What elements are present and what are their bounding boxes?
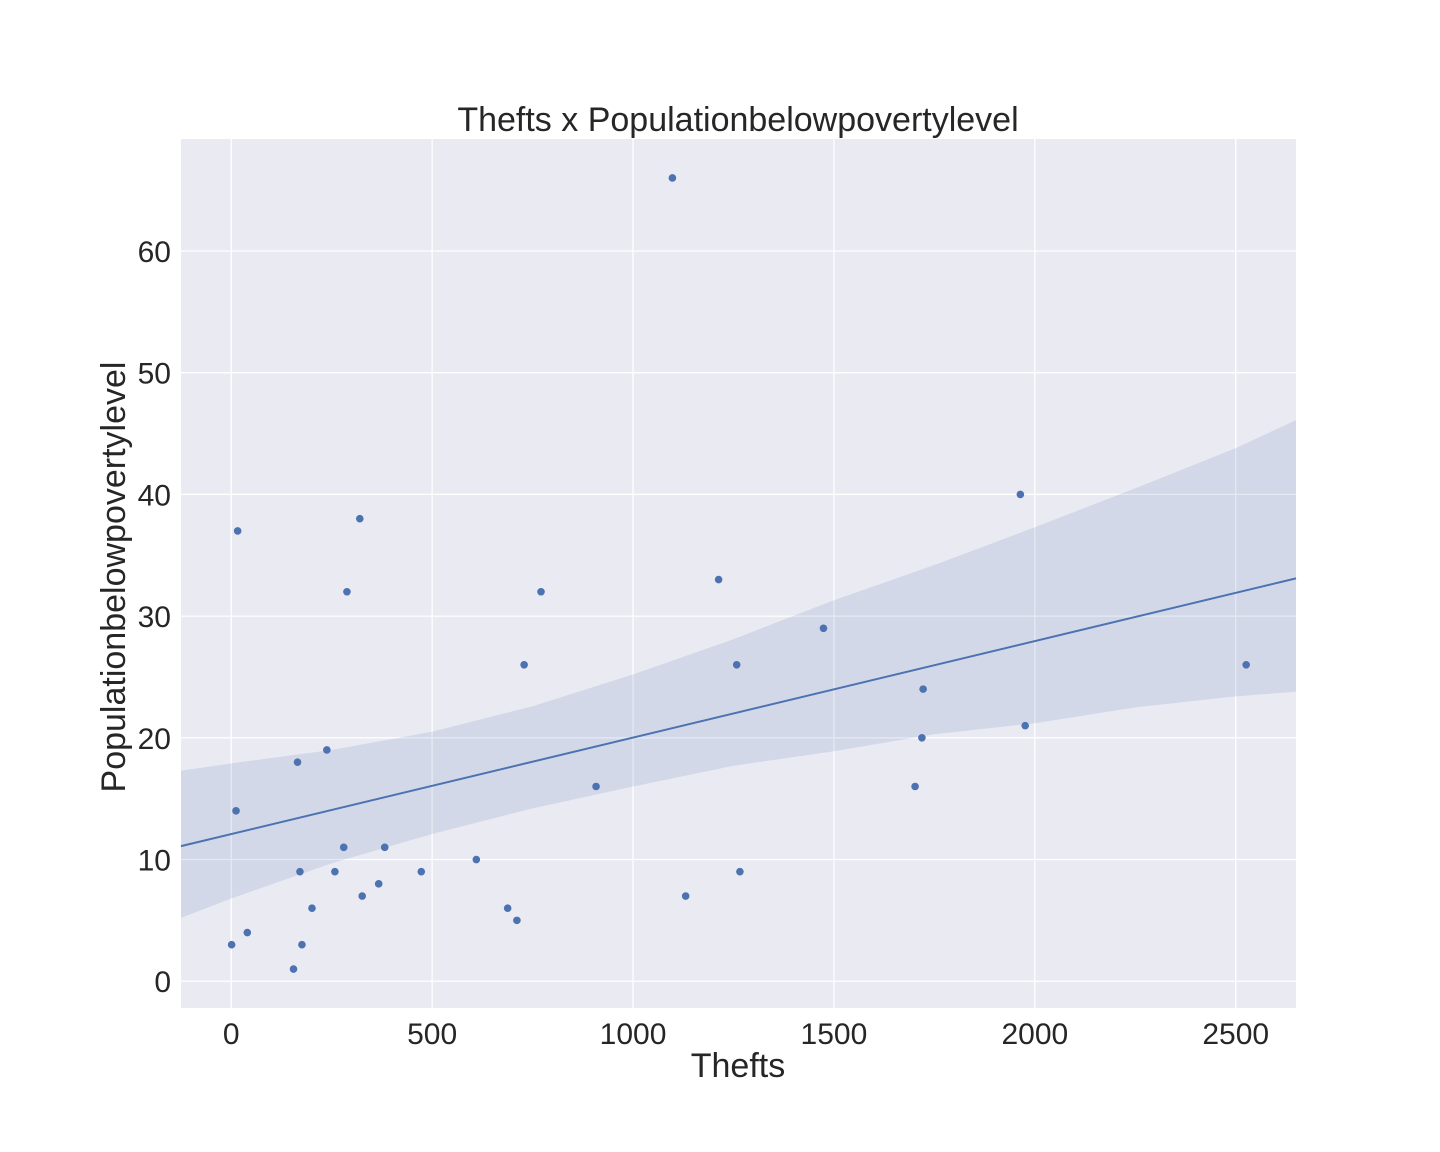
x-axis-label: Thefts [691,1047,785,1085]
scatter-point [227,940,236,949]
x-tick-label: 2500 [1202,1018,1269,1051]
y-tick-label: 60 [138,236,171,269]
scatter-point [736,867,744,876]
scatter-point [520,660,528,669]
scatter-point [293,758,302,766]
scatter-point [298,940,306,949]
regression-line [180,577,1297,848]
scatter-point [380,843,389,852]
scatter-point [343,587,351,596]
scatter-point [537,587,545,596]
scatter-point [289,965,298,973]
scatter-point [918,734,926,742]
plot-background [181,139,1296,1008]
x-tick-label: 0 [223,1018,240,1051]
y-tick-label: 50 [138,358,171,391]
scatter-point [1016,490,1025,499]
scatter-point [513,916,521,925]
y-tick-label: 20 [138,723,171,756]
y-tick-label: 30 [138,601,171,634]
scatter-point [1242,660,1250,669]
scatter-point [472,855,481,864]
scatter-point [339,843,348,852]
confidence-band [181,420,1296,918]
chart-title: Thefts x Populationbelowpovertylevel [457,101,1018,139]
x-tick-label: 500 [407,1018,457,1051]
scatter-point [732,660,741,669]
scatter-point [356,514,364,523]
x-tick-label: 2000 [1001,1018,1068,1051]
scatter-point [919,685,927,693]
scatter-point [1021,721,1029,730]
scatter-point [681,892,690,900]
scatter-point [374,880,383,888]
scatter-point [331,867,339,876]
grid-lines [181,139,1296,1008]
scatter-points [227,174,1250,973]
scatter-point [232,807,240,815]
y-tick-label: 10 [138,845,171,878]
scatter-point [668,174,677,182]
scatter-point [243,928,252,937]
scatter-point [233,527,242,535]
scatter-point [503,904,512,912]
scatter-point [323,746,331,754]
scatter-point [296,867,304,876]
scatter-point [911,782,919,791]
y-tick-label: 40 [138,479,171,512]
x-tick-label: 1500 [801,1018,868,1051]
x-tick-label: 1000 [600,1018,667,1051]
y-tick-label: 0 [154,966,171,999]
scatter-point [714,575,723,584]
scatter-point [417,867,426,876]
scatter-point [819,624,828,633]
y-tick-labels: 0 10 20 30 40 50 60 [138,236,171,999]
scatter-point [592,782,600,791]
x-tick-labels: 0 500 1000 1500 2000 2500 [223,1018,1269,1051]
scatter-point [308,904,316,912]
y-axis-label: Populationbelowpovertylevel [95,362,133,793]
scatter-point [358,892,367,900]
